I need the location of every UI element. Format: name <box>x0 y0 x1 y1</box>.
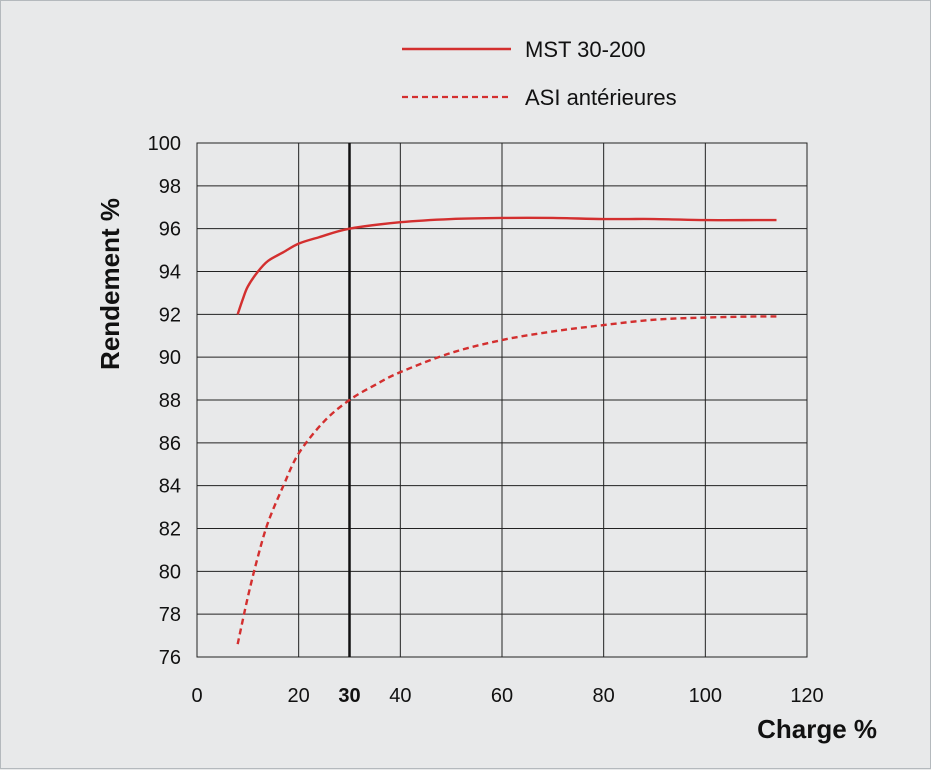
x-axis-title: Charge % <box>757 714 877 744</box>
x-tick-label: 100 <box>689 685 722 707</box>
legend: MST 30-200 ASI antérieures <box>402 37 677 110</box>
x-tick-label: 80 <box>593 685 615 707</box>
y-tick-label: 92 <box>159 304 181 326</box>
y-tick-label: 86 <box>159 433 181 455</box>
x-tick-label: 40 <box>389 685 411 707</box>
x-tick-label: 120 <box>790 685 823 707</box>
series-line-asi <box>236 315 777 645</box>
y-tick-label: 80 <box>159 561 181 583</box>
y-tick-label: 96 <box>159 219 181 241</box>
y-tick-label: 76 <box>159 647 181 669</box>
x-tick-label: 60 <box>491 685 513 707</box>
x-tick-label: 0 <box>191 685 202 707</box>
y-tick-label: 98 <box>159 176 181 198</box>
y-tick-label: 94 <box>159 262 181 284</box>
y-tick-label: 90 <box>159 347 181 369</box>
y-axis-title: Rendement % <box>95 198 125 370</box>
y-tick-label: 84 <box>159 476 181 498</box>
x-tick-label-highlight: 30 <box>338 685 360 707</box>
series-lines <box>236 216 777 645</box>
legend-label-asi: ASI antérieures <box>525 85 677 110</box>
tick-labels: 76 78 80 82 84 86 88 90 92 94 96 98 100 0 20 30 40 60 80 10… <box>148 133 824 707</box>
y-tick-label: 88 <box>159 390 181 412</box>
y-tick-label: 100 <box>148 133 181 155</box>
legend-label-mst: MST 30-200 <box>525 37 646 62</box>
x-tick-label: 20 <box>288 685 310 707</box>
series-line-mst <box>236 216 777 315</box>
y-tick-label: 78 <box>159 604 181 626</box>
y-tick-label: 82 <box>159 519 181 541</box>
